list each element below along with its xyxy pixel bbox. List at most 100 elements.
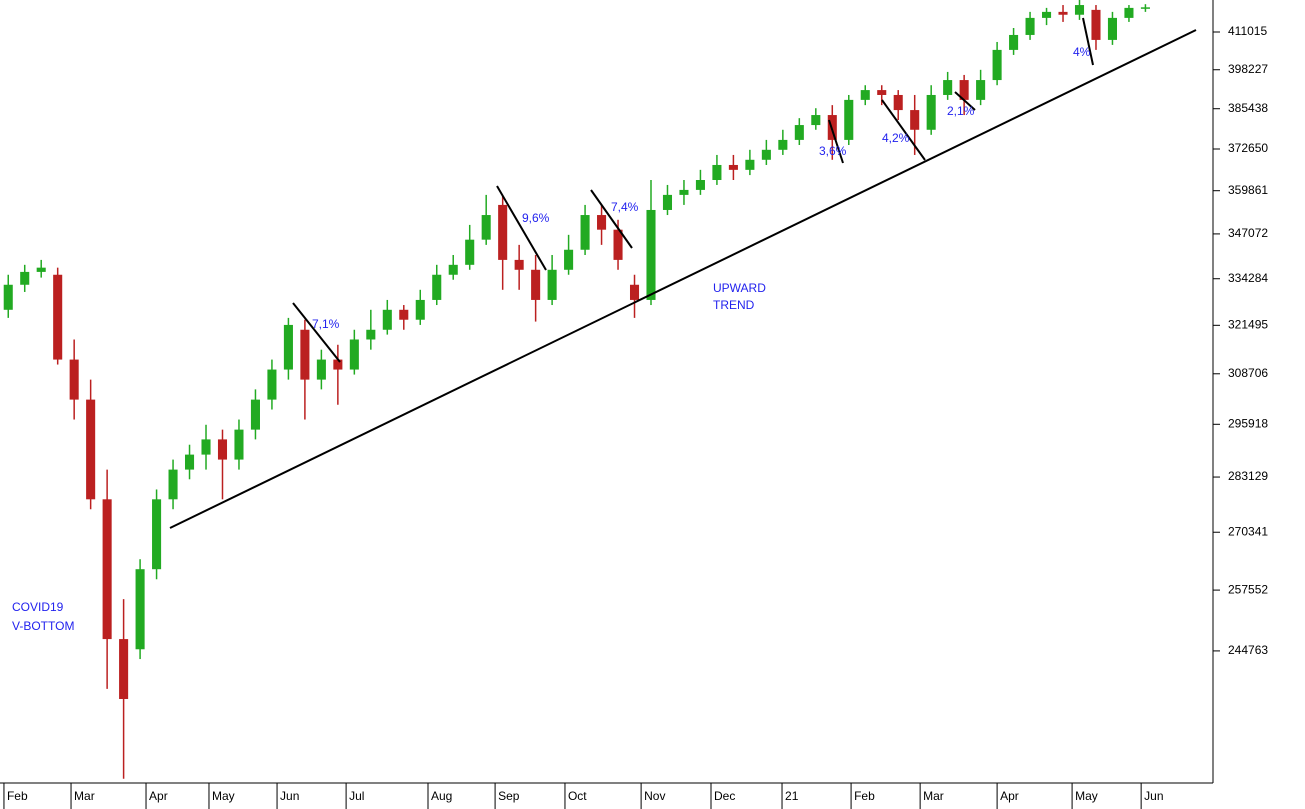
candle-body bbox=[564, 249, 574, 270]
candle-body bbox=[1140, 7, 1150, 9]
candle-body bbox=[448, 264, 458, 275]
x-tick-label: Jun bbox=[1144, 789, 1163, 803]
candle-body bbox=[646, 209, 656, 300]
correction-line bbox=[828, 119, 844, 164]
candle-body bbox=[1042, 11, 1052, 18]
x-tick-label: Feb bbox=[7, 789, 28, 803]
x-tick-label: Apr bbox=[149, 789, 168, 803]
x-tick-label: Mar bbox=[923, 789, 944, 803]
candle-body bbox=[679, 189, 689, 195]
correction-line bbox=[881, 99, 926, 161]
candle-body bbox=[3, 284, 13, 310]
candle-body bbox=[893, 94, 903, 111]
y-tick-label: 257552 bbox=[1228, 582, 1268, 596]
candle-body bbox=[481, 215, 491, 240]
x-tick-label: Dec bbox=[714, 789, 735, 803]
candle-body bbox=[712, 164, 722, 181]
candle-body bbox=[844, 99, 854, 140]
candle-body bbox=[119, 639, 129, 700]
candle-body bbox=[152, 499, 162, 570]
candle-body bbox=[366, 329, 376, 340]
candle-body bbox=[877, 90, 887, 95]
x-tick-label: Aug bbox=[431, 789, 452, 803]
candle-body bbox=[135, 569, 145, 650]
candle-body bbox=[613, 229, 623, 260]
candle-body bbox=[1091, 9, 1101, 40]
candle-body bbox=[580, 215, 590, 250]
candle-body bbox=[217, 439, 228, 460]
candle-body bbox=[415, 299, 425, 320]
y-tick-label: 334284 bbox=[1228, 271, 1268, 285]
candle-body bbox=[86, 399, 96, 500]
x-tick-label: May bbox=[1075, 789, 1098, 803]
candle-body bbox=[465, 239, 475, 265]
y-tick-label: 372650 bbox=[1228, 141, 1268, 155]
correction-line bbox=[496, 185, 547, 271]
annotation: UPWARD bbox=[713, 281, 766, 295]
candle-body bbox=[1009, 34, 1019, 50]
candle-body bbox=[943, 80, 953, 95]
candle-body bbox=[728, 164, 738, 170]
candle-body bbox=[102, 499, 112, 640]
correction-line bbox=[590, 189, 633, 249]
candle-body bbox=[69, 359, 79, 400]
candle-body bbox=[36, 267, 46, 272]
annotation: 9,6% bbox=[522, 211, 550, 225]
y-tick-label: 411015 bbox=[1228, 24, 1267, 38]
candle-body bbox=[811, 115, 821, 126]
annotation: 7,4% bbox=[611, 200, 639, 214]
candle-body bbox=[300, 329, 310, 380]
candle-body bbox=[184, 454, 195, 470]
y-tick-label: 283129 bbox=[1228, 469, 1268, 483]
x-tick-label: 21 bbox=[785, 789, 799, 803]
y-tick-label: 359861 bbox=[1228, 183, 1268, 197]
annotation: V-BOTTOM bbox=[12, 619, 74, 633]
y-tick-label: 385438 bbox=[1228, 101, 1268, 115]
y-tick-label: 270341 bbox=[1228, 524, 1268, 538]
x-tick-label: Nov bbox=[644, 789, 665, 803]
correction-line bbox=[1082, 17, 1094, 66]
candle-body bbox=[531, 269, 541, 300]
candle-body bbox=[547, 269, 557, 300]
candle-body bbox=[234, 429, 244, 460]
candle-body bbox=[629, 284, 640, 300]
candle-body bbox=[432, 274, 442, 300]
x-tick-label: Mar bbox=[74, 789, 95, 803]
candle-body bbox=[778, 139, 788, 150]
annotation: 4,2% bbox=[882, 131, 910, 145]
candle-body bbox=[382, 309, 392, 330]
candle-body bbox=[349, 339, 359, 370]
candle-body bbox=[514, 259, 524, 270]
x-tick-label: Apr bbox=[1000, 789, 1019, 803]
y-tick-label: 308706 bbox=[1228, 366, 1268, 380]
candle-body bbox=[53, 274, 63, 360]
annotation: 2,1% bbox=[947, 104, 975, 118]
candle-body bbox=[399, 309, 409, 320]
candle-body bbox=[761, 149, 771, 160]
candle-body bbox=[267, 369, 277, 400]
y-tick-label: 295918 bbox=[1228, 416, 1268, 430]
x-tick-label: Feb bbox=[854, 789, 875, 803]
y-tick-label: 347072 bbox=[1228, 226, 1268, 240]
candle-body bbox=[910, 110, 920, 130]
x-tick-label: Jul bbox=[349, 789, 364, 803]
y-tick-label: 398227 bbox=[1228, 62, 1268, 76]
candle-body bbox=[976, 80, 986, 100]
candle-body bbox=[168, 469, 178, 500]
candle-body bbox=[201, 439, 211, 455]
candle-body bbox=[695, 180, 705, 190]
candle-body bbox=[662, 194, 673, 210]
x-tick-label: Jun bbox=[280, 789, 299, 803]
annotation: TREND bbox=[713, 298, 755, 312]
annotation: 4% bbox=[1073, 45, 1091, 59]
annotation: COVID19 bbox=[12, 600, 64, 614]
trend-line bbox=[169, 29, 1197, 529]
candle-body bbox=[20, 271, 30, 285]
candle-body bbox=[745, 159, 755, 170]
candle-body bbox=[1025, 17, 1035, 35]
y-tick-label: 321495 bbox=[1228, 317, 1268, 331]
plot bbox=[3, 0, 1150, 779]
x-tick-label: May bbox=[212, 789, 235, 803]
